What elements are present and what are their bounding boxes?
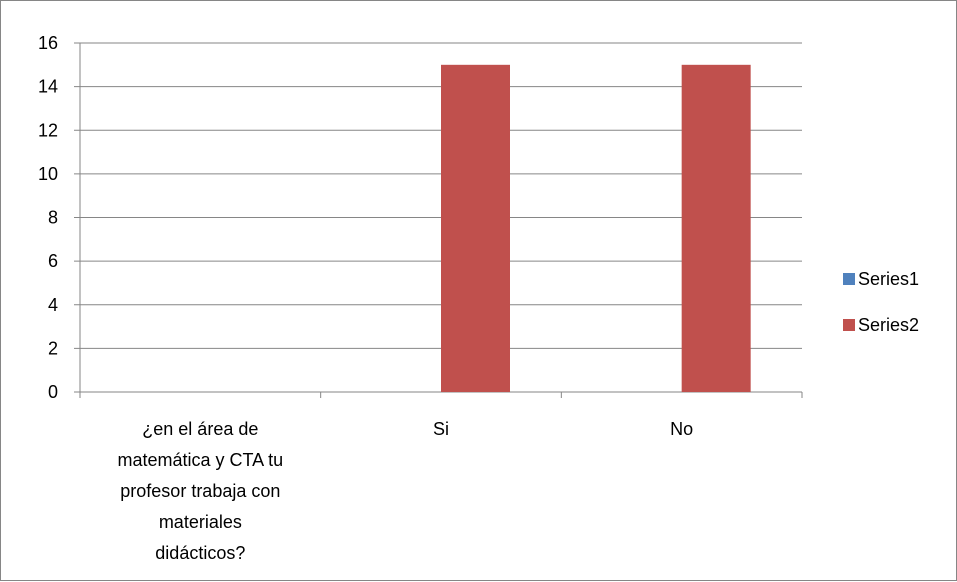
bar-series2-2 xyxy=(681,64,751,392)
x-category-label: ¿en el área de xyxy=(142,419,258,439)
legend-swatch-series2 xyxy=(843,319,855,331)
x-category-label: matemática y CTA tu xyxy=(117,450,283,470)
y-tick-label: 4 xyxy=(48,295,58,315)
y-tick-label: 12 xyxy=(38,120,58,140)
x-category-label: didácticos? xyxy=(155,543,245,563)
x-category-label: materiales xyxy=(159,512,242,532)
bar-series2-1 xyxy=(441,64,510,392)
y-tick-label: 2 xyxy=(48,338,58,358)
x-category-label: profesor trabaja con xyxy=(120,481,280,501)
x-category-label: No xyxy=(670,419,693,439)
legend-label-series2: Series2 xyxy=(858,315,919,335)
legend-swatch-series1 xyxy=(843,273,855,285)
y-tick-label: 8 xyxy=(48,208,58,228)
y-tick-label: 14 xyxy=(38,77,58,97)
y-tick-label: 16 xyxy=(38,33,58,53)
y-tick-label: 10 xyxy=(38,164,58,184)
legend-label-series1: Series1 xyxy=(858,269,919,289)
y-tick-label: 0 xyxy=(48,382,58,402)
y-tick-label: 6 xyxy=(48,251,58,271)
x-category-label: Si xyxy=(433,419,449,439)
